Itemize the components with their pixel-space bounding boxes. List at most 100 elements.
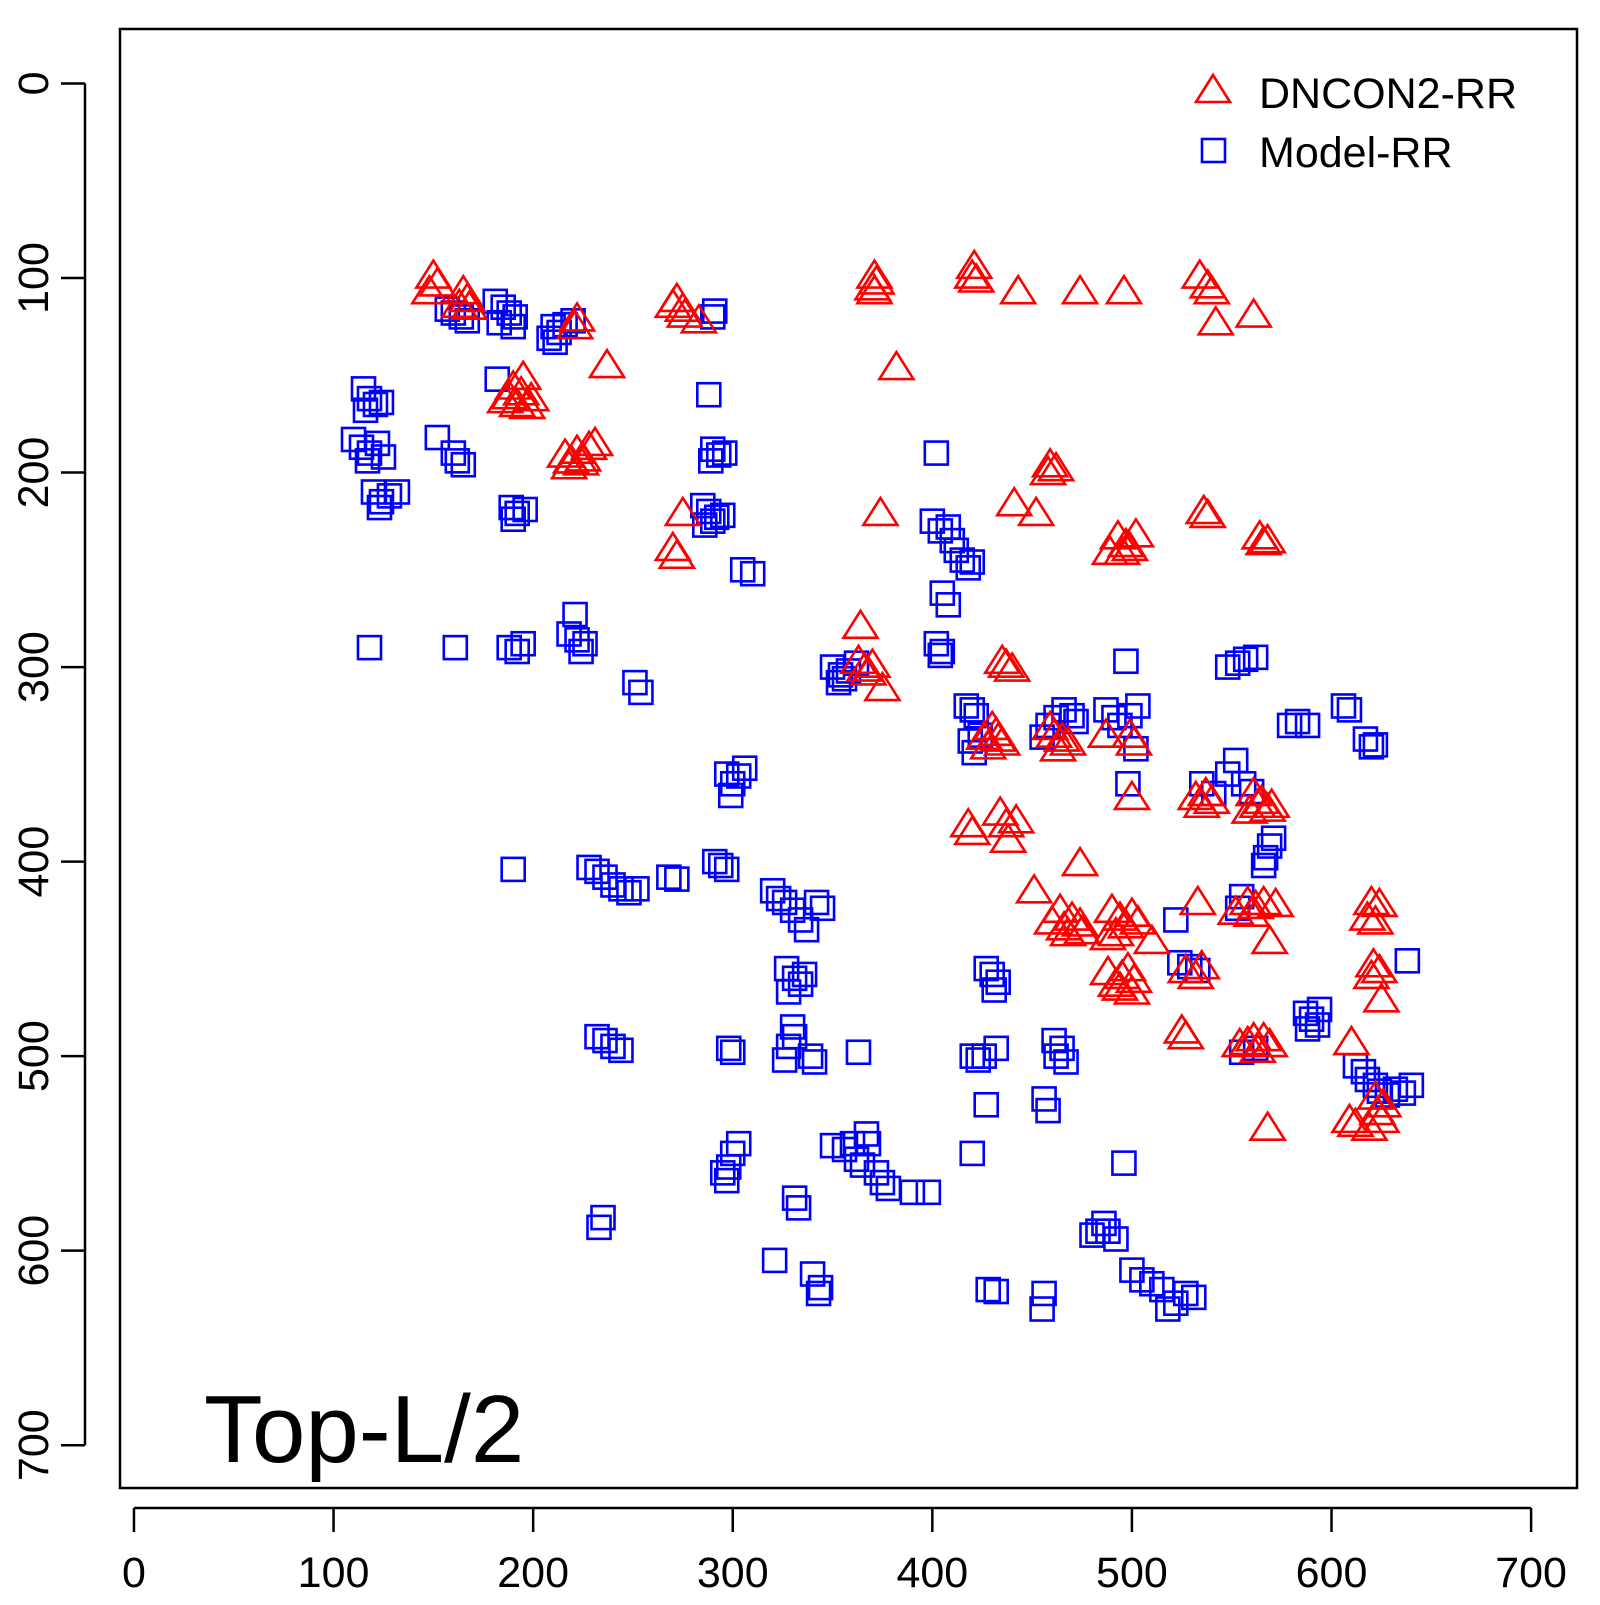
model-rr-point (845, 1039, 872, 1066)
model-rr-point (576, 854, 602, 881)
model-rr-point (915, 1179, 942, 1206)
model-rr-point (502, 304, 528, 330)
model-rr-point (719, 1140, 746, 1167)
dncon2-rr-point (1248, 1110, 1287, 1141)
dncon2-rr-point (1330, 1102, 1369, 1134)
dncon2-rr-point (952, 814, 992, 846)
model-rr-point (983, 1278, 1009, 1305)
model-rr-point (869, 1169, 896, 1196)
dncon2-rr-point (663, 291, 703, 322)
model-rr-point (1063, 708, 1089, 735)
model-rr-point (975, 1276, 1002, 1303)
dncon2-rr-point (1362, 981, 1401, 1013)
dncon2-rr-point (1060, 273, 1100, 305)
dncon2-rr-point (1114, 725, 1154, 756)
model-rr-point (715, 1035, 742, 1062)
dncon2-rr-point (952, 258, 992, 289)
model-rr-point (496, 634, 522, 661)
dncon2-rr-point (863, 670, 902, 702)
model-rr-point (771, 1047, 798, 1073)
dncon2-rr-point (511, 380, 551, 412)
model-rr-point (955, 555, 982, 581)
model-rr-point (803, 889, 830, 916)
model-rr-point (697, 448, 724, 474)
legend-label-model-rr: Model-RR (1259, 129, 1453, 177)
model-rr-point (592, 1027, 618, 1054)
model-rr-point (444, 448, 471, 474)
model-rr-point (739, 560, 766, 587)
dncon2-rr-point (417, 265, 457, 297)
model-rr-point (1330, 693, 1357, 719)
model-rr-point (781, 965, 808, 992)
model-rr-point (600, 1033, 626, 1060)
model-rr-point (486, 309, 513, 336)
legend-square-marker (1200, 137, 1227, 164)
model-rr-point (442, 634, 469, 661)
legend-label-dncon2-rr: DNCON2-RR (1259, 70, 1517, 118)
model-rr-point (1163, 907, 1189, 933)
dncon2-rr-point (449, 289, 489, 321)
model-rr-point (923, 440, 950, 466)
model-rr-point (568, 638, 594, 665)
model-rr-point (664, 866, 690, 892)
dncon2-rr-point (665, 297, 705, 328)
x-tick-label: 100 (298, 1549, 370, 1597)
model-rr-point (504, 500, 530, 527)
model-rr-point (1095, 1218, 1121, 1245)
model-rr-point (362, 391, 389, 418)
model-rr-point (785, 1195, 812, 1221)
dncon2-rr-point (1248, 522, 1287, 554)
model-rr-point (781, 1185, 808, 1211)
dncon2-rr-point (1032, 904, 1072, 935)
dncon2-rr-point (555, 308, 595, 340)
dncon2-rr-point (1016, 495, 1056, 527)
model-rr-point (454, 307, 481, 334)
model-rr-point (787, 907, 814, 933)
dncon2-rr-point (986, 806, 1026, 838)
model-rr-point (510, 630, 536, 657)
x-tick-label: 300 (697, 1549, 769, 1597)
dncon2-rr-point (982, 643, 1022, 675)
model-rr-point (773, 955, 800, 982)
dncon2-rr-point (1182, 948, 1222, 980)
dncon2-rr-point (1092, 892, 1132, 924)
x-tick-label: 500 (1096, 1549, 1168, 1597)
dncon2-rr-point (1192, 273, 1232, 305)
model-rr-point (656, 864, 682, 890)
dncon2-rr-point (1256, 886, 1295, 918)
dncon2-rr-point (1114, 962, 1154, 994)
dncon2-rr-point (1036, 450, 1076, 482)
model-rr-point (1035, 1097, 1061, 1124)
model-rr-point (855, 1130, 882, 1157)
model-rr-point (713, 1167, 740, 1194)
model-rr-point (807, 1274, 834, 1301)
dncon2-rr-point (1104, 273, 1144, 305)
model-rr-point (1358, 734, 1385, 760)
model-rr-point (935, 592, 962, 618)
dncon2-rr-point (1034, 717, 1074, 749)
dncon2-rr-point (954, 248, 994, 280)
model-rr-point (1214, 761, 1241, 787)
dncon2-rr-point (1096, 915, 1136, 947)
dncon2-rr-point (1030, 446, 1070, 478)
model-rr-point (849, 1152, 876, 1178)
dncon2-rr-point (549, 448, 589, 480)
dncon2-rr-point (1182, 787, 1222, 819)
model-rr-point (1139, 1270, 1165, 1297)
dncon2-rr-point (1228, 1024, 1268, 1056)
series-model-rr (340, 288, 1425, 1322)
model-rr-point (1362, 732, 1389, 758)
model-rr-point (699, 508, 726, 534)
model-rr-point (354, 448, 381, 474)
model-rr-point (805, 1280, 832, 1307)
model-rr-point (1298, 1006, 1325, 1032)
dncon2-rr-point (857, 264, 896, 295)
model-rr-point (608, 1037, 634, 1064)
x-tick-label: 700 (1495, 1549, 1567, 1597)
model-rr-point (1390, 1080, 1417, 1106)
dncon2-rr-point (845, 651, 884, 682)
model-rr-point (983, 1035, 1009, 1062)
y-tick-label: 100 (10, 242, 58, 314)
model-rr-point (953, 693, 980, 719)
